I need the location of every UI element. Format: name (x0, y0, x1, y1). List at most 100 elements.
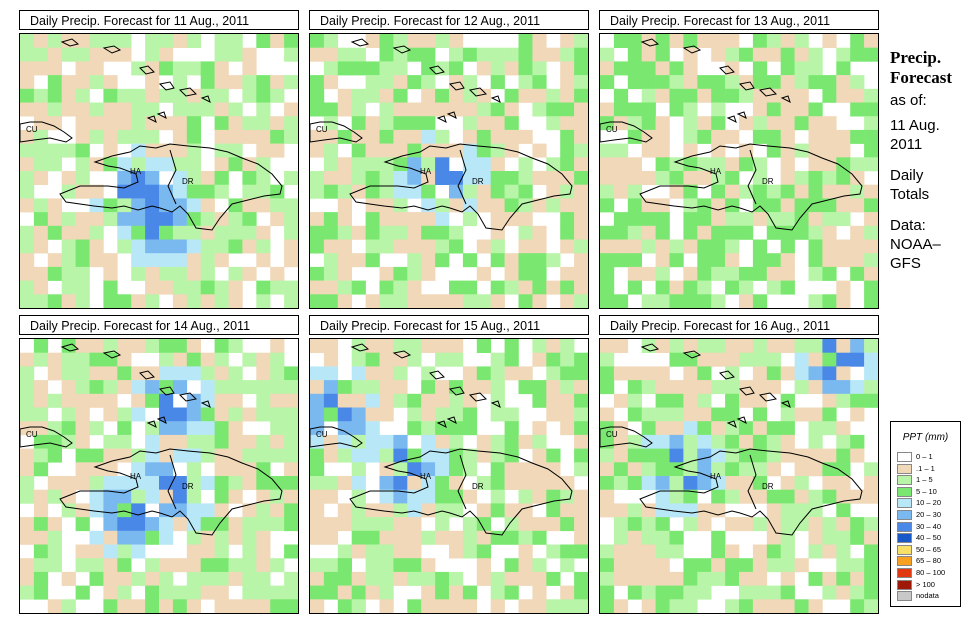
precip-cell (323, 294, 339, 308)
precip-cell (145, 212, 160, 227)
precip-cell (739, 380, 754, 395)
precip-cell (546, 599, 561, 613)
precip-cell (532, 489, 547, 504)
precip-cell (284, 462, 298, 477)
precip-cell (75, 34, 90, 48)
precip-cell (476, 47, 491, 62)
precip-cell (159, 280, 174, 295)
island-coastline (682, 350, 702, 359)
precip-cell (822, 448, 837, 463)
precip-cell (697, 380, 712, 395)
precip-cell (89, 489, 104, 504)
precip-cell (613, 157, 629, 172)
precip-cell (337, 599, 352, 613)
precip-cell (145, 116, 160, 131)
precip-cell (337, 448, 352, 463)
precip-cell (214, 366, 229, 381)
precip-cell (683, 88, 698, 103)
precip-cell (351, 448, 366, 463)
precip-cell (725, 75, 740, 90)
precip-cell (560, 517, 575, 532)
precip-cell (214, 75, 229, 90)
precip-cell (808, 184, 823, 199)
precip-cell (61, 489, 76, 504)
precip-cell (242, 157, 257, 172)
precip-cell (574, 530, 588, 545)
precip-cell (697, 129, 712, 144)
precip-cell (103, 599, 118, 613)
precip-cell (627, 585, 642, 600)
precip-cell (711, 462, 726, 477)
precip-cell (20, 489, 35, 504)
precip-cell (462, 544, 478, 559)
precip-cell (864, 47, 878, 62)
precip-cell (752, 352, 768, 367)
precip-cell (822, 571, 837, 586)
precip-cell (200, 544, 215, 559)
precip-cell (159, 61, 174, 76)
precip-cell (186, 116, 201, 131)
precip-cell (655, 339, 670, 353)
precip-cell (864, 366, 878, 381)
precip-cell (393, 517, 408, 532)
precip-cell (214, 280, 229, 295)
precip-cell (600, 143, 615, 158)
precip-cell (476, 266, 491, 281)
precip-cell (683, 75, 698, 90)
precip-cell (172, 517, 188, 532)
precip-cell (546, 47, 561, 62)
precip-cell (145, 558, 160, 573)
precip-cell (532, 34, 547, 48)
precip-cell (627, 198, 642, 213)
country-label-haiti: HA (130, 472, 142, 481)
precip-cell (560, 339, 575, 353)
precip-cell (351, 339, 366, 353)
precip-cell (655, 198, 670, 213)
precip-cell (725, 599, 740, 613)
precip-cell (627, 280, 642, 295)
precip-cell (822, 198, 837, 213)
precip-cell (627, 380, 642, 395)
precip-cell (351, 571, 366, 586)
precip-cell (655, 421, 670, 436)
precip-cell (89, 129, 104, 144)
precip-cell (270, 434, 285, 449)
precip-cell (836, 339, 851, 353)
precip-cell (449, 143, 464, 158)
precip-cell (393, 239, 408, 254)
precip-cell (131, 407, 146, 422)
precip-cell (351, 517, 366, 532)
precip-cell (435, 61, 450, 76)
hispaniola-coastline (59, 143, 283, 231)
precip-cell (393, 339, 408, 353)
precip-cell (766, 366, 781, 381)
precip-cell (172, 129, 188, 144)
precip-cell (186, 407, 201, 422)
precip-cell (613, 34, 629, 48)
precip-cell (766, 75, 781, 90)
precip-cell (33, 339, 49, 353)
precip-cell (242, 544, 257, 559)
precip-cell (752, 448, 768, 463)
panel-title: Daily Precip. Forecast for 13 Aug., 2011 (599, 10, 879, 30)
precip-cell (228, 294, 243, 308)
precip-cell (145, 585, 160, 600)
precip-cell (284, 599, 298, 613)
precip-cell (47, 143, 62, 158)
precip-cell (200, 503, 215, 518)
legend-swatch (897, 486, 912, 497)
precip-cell (697, 476, 712, 490)
precip-cell (89, 239, 104, 254)
precip-cell (613, 462, 629, 477)
precip-cell (435, 171, 450, 185)
precip-cell (159, 253, 174, 268)
precip-cell (159, 212, 174, 227)
precip-cell (228, 407, 243, 422)
precip-cell (476, 380, 491, 395)
precip-cell (766, 544, 781, 559)
precip-cell (490, 61, 505, 76)
precip-cell (172, 88, 188, 103)
precip-cell (836, 448, 851, 463)
legend-label: 10 – 20 (916, 498, 942, 508)
precip-cell (600, 198, 615, 213)
